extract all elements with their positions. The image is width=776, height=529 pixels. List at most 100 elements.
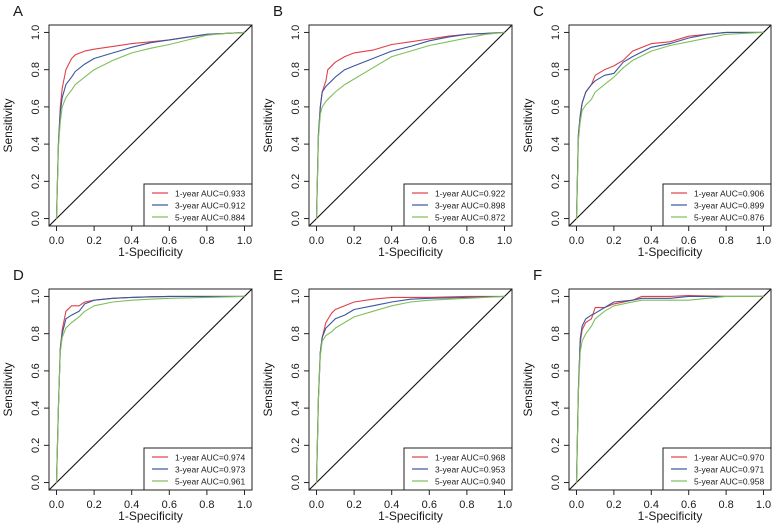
y-tick-label: 0.6 [290,99,302,114]
x-tick-label: 1.0 [497,235,512,247]
legend: 1-year AUC=0.968 3-year AUC=0.953 5-year A… [403,447,513,491]
diagonal-reference-line [48,24,253,227]
roc-curve-5-year [315,295,505,483]
legend: 1-year AUC=0.933 3-year AUC=0.912 5-year A… [143,183,253,227]
x-tick-label: 0.8 [199,499,214,511]
y-axis-title: Sensitivity [1,362,15,416]
y-tick-label: 0.2 [30,438,42,453]
legend-entry-1-year: 1-year AUC=0.906 [694,189,764,199]
x-tick-label: 0.8 [199,235,214,247]
y-tick-label: 1.0 [30,289,42,304]
y-tick-label: 1.0 [290,25,302,40]
y-tick-label: 0.8 [290,62,302,77]
x-tick-label: 0.4 [644,499,659,511]
x-tick-label: 0.0 [49,235,64,247]
x-tick-label: 0.0 [569,499,584,511]
legend-entry-1-year: 1-year AUC=0.970 [694,453,764,463]
roc-curve-5-year [575,31,764,219]
y-tick-label: 1.0 [550,289,562,304]
panel-label: C [533,3,544,20]
x-tick-label: 0.0 [569,235,584,247]
legend-entry-5-year: 5-year AUC=0.940 [435,477,505,487]
legend-entry-1-year: 1-year AUC=0.922 [435,189,505,199]
roc-panel-f: F 0.0 0.2 0.4 0.6 0.8 1.0 0.0 0.2 0.4 0.6 0.8 1.0 1-S… [521,267,772,523]
y-tick-label: 0.0 [550,475,562,490]
y-tick-label: 0.0 [550,211,562,226]
legend: 1-year AUC=0.906 3-year AUC=0.899 5-year A… [662,183,772,227]
x-tick-label: 0.0 [49,499,64,511]
y-axis-title: Sensitivity [521,98,535,152]
roc-curve-5-year [55,31,245,219]
y-tick-label: 0.0 [290,475,302,490]
x-tick-label: 1.0 [756,499,771,511]
diagonal-reference-line [568,24,772,227]
x-axis-title: 1-Specificity [378,509,443,523]
roc-panel-a: A 0.0 0.2 0.4 0.6 0.8 1.0 0.0 0.2 0.4 0.6 0.8 1.0 1-S… [1,3,253,259]
y-tick-label: 0.4 [550,136,562,151]
x-axis-title: 1-Specificity [118,509,183,523]
x-tick-label: 0.8 [718,499,733,511]
y-tick-label: 0.0 [30,211,42,226]
x-tick-label: 1.0 [497,499,512,511]
x-tick-label: 0.4 [384,499,399,511]
diagonal-reference-line [308,24,513,227]
legend-entry-5-year: 5-year AUC=0.876 [694,213,764,223]
x-axis-title: 1-Specificity [378,245,443,259]
diagonal-reference-line [308,288,513,491]
roc-curve-3-year [315,31,505,219]
legend-entry-3-year: 3-year AUC=0.898 [435,201,505,211]
y-tick-label: 0.2 [30,174,42,189]
y-axis-title: Sensitivity [1,98,15,152]
x-tick-label: 0.6 [422,235,437,247]
legend-entry-1-year: 1-year AUC=0.933 [175,189,245,199]
legend-entry-1-year: 1-year AUC=0.974 [175,453,245,463]
roc-curve-3-year [575,295,764,483]
legend: 1-year AUC=0.922 3-year AUC=0.898 5-year A… [403,183,513,227]
diagonal-reference-line [568,288,772,491]
x-tick-label: 0.4 [124,235,139,247]
x-tick-label: 0.4 [384,235,399,247]
x-tick-label: 0.8 [459,235,474,247]
x-tick-label: 0.6 [681,235,696,247]
legend-entry-5-year: 5-year AUC=0.961 [175,477,245,487]
y-tick-label: 0.8 [550,326,562,341]
x-tick-label: 0.8 [459,499,474,511]
roc-curve-5-year [315,31,505,219]
y-tick-label: 0.4 [30,136,42,151]
legend: 1-year AUC=0.974 3-year AUC=0.973 5-year A… [143,447,253,491]
y-axis-title: Sensitivity [261,98,275,152]
x-tick-label: 0.6 [681,499,696,511]
roc-curve-5-year [55,295,245,483]
diagonal-reference-line [48,288,253,491]
y-axis-title: Sensitivity [261,362,275,416]
x-tick-label: 0.2 [606,235,621,247]
y-tick-label: 0.8 [30,326,42,341]
legend-entry-3-year: 3-year AUC=0.912 [175,201,245,211]
x-tick-label: 0.6 [162,235,177,247]
y-tick-label: 0.4 [30,400,42,415]
x-tick-label: 1.0 [237,235,252,247]
y-tick-label: 0.6 [30,363,42,378]
y-tick-label: 1.0 [30,25,42,40]
y-tick-label: 0.0 [290,211,302,226]
x-axis-title: 1-Specificity [118,245,183,259]
roc-panel-e: E 0.0 0.2 0.4 0.6 0.8 1.0 0.0 0.2 0.4 0.6 0.8 1.0 1-S… [261,267,513,523]
legend-entry-3-year: 3-year AUC=0.973 [175,465,245,475]
roc-panel-d: D 0.0 0.2 0.4 0.6 0.8 1.0 0.0 0.2 0.4 0.6 0.8 1.0 1-S… [1,267,253,523]
y-tick-label: 0.2 [550,438,562,453]
legend-entry-5-year: 5-year AUC=0.872 [435,213,505,223]
x-tick-label: 0.4 [644,235,659,247]
x-tick-label: 1.0 [756,235,771,247]
x-tick-label: 0.0 [309,235,324,247]
legend-entry-5-year: 5-year AUC=0.958 [694,477,764,487]
x-tick-label: 0.4 [124,499,139,511]
legend-entry-3-year: 3-year AUC=0.971 [694,465,764,475]
panel-label: F [533,267,542,284]
roc-curve-3-year [575,31,764,219]
y-tick-label: 1.0 [550,25,562,40]
y-tick-label: 0.8 [550,62,562,77]
x-tick-label: 0.2 [346,499,361,511]
panel-label: A [13,3,23,20]
y-tick-label: 0.2 [290,438,302,453]
